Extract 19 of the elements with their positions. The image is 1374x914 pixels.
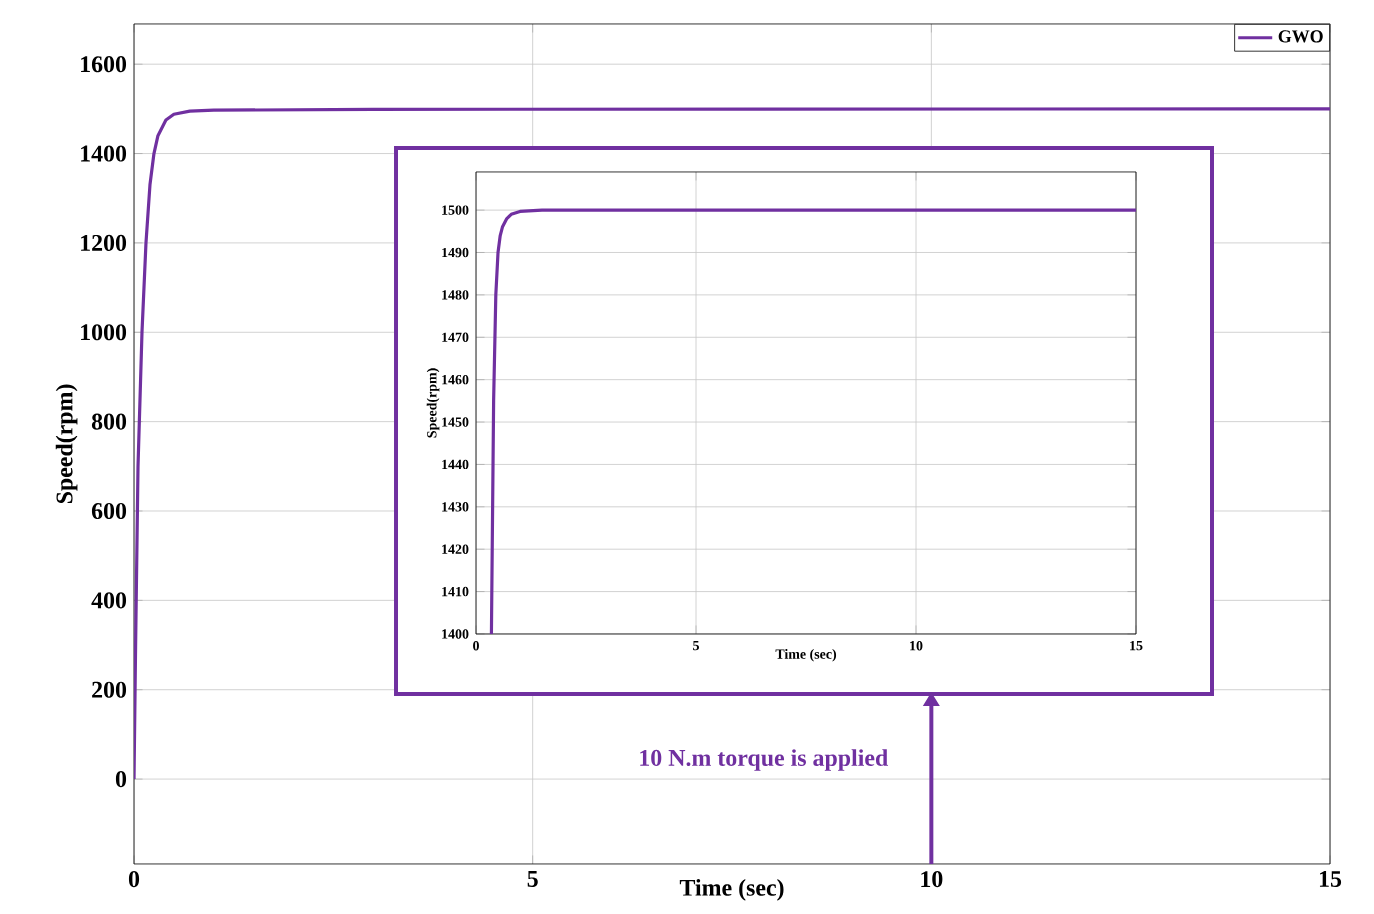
- line-series: [134, 107, 1331, 781]
- y-tick-label: 800: [91, 413, 127, 430]
- x-tick-label: 5: [527, 871, 538, 887]
- ref-line-label: 10 N.m torque is applied: [640, 749, 889, 771]
- line-series: [489, 208, 1137, 634]
- y-tick-label: 1200: [81, 234, 127, 251]
- x-axis-title: Time (sec): [679, 878, 784, 901]
- x-tick-label: 0: [128, 871, 140, 888]
- y-tick-label: 1000: [81, 324, 127, 341]
- legend-label: GWO: [1278, 30, 1323, 43]
- y-tick-label: 1600: [81, 56, 127, 73]
- y-tick-label: 400: [91, 592, 127, 609]
- y-tick-label: 1400: [81, 145, 127, 162]
- y-tick-label: 600: [91, 502, 127, 520]
- x-tick-label: 10: [921, 871, 943, 888]
- y-tick-label: 200: [92, 681, 127, 698]
- x-tick-label: 15: [1319, 871, 1342, 888]
- y-axis-title: Speed(rpm): [55, 384, 78, 504]
- y-tick-label: 0: [115, 771, 127, 788]
